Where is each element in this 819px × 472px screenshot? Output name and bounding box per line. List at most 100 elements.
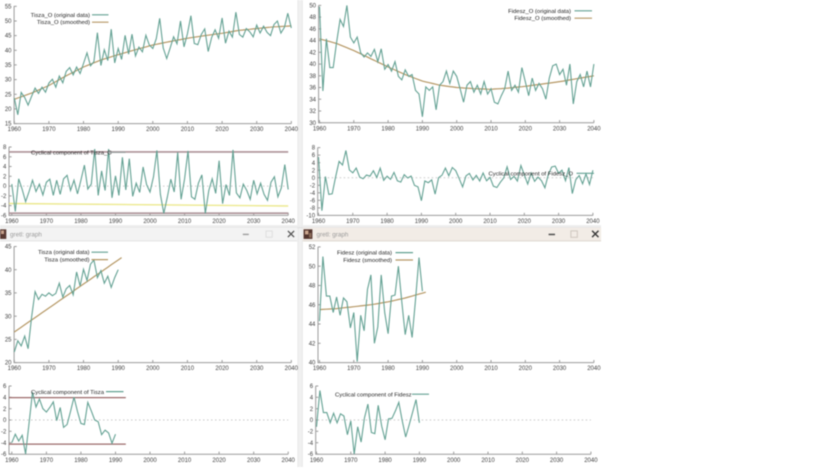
svg-text:Tisza (smoothed): Tisza (smoothed) <box>44 258 89 264</box>
svg-text:2: 2 <box>3 174 7 180</box>
svg-text:2030: 2030 <box>247 219 261 225</box>
svg-text:1990: 1990 <box>112 366 126 372</box>
svg-text:1980: 1980 <box>77 127 91 133</box>
svg-text:1960: 1960 <box>313 366 327 372</box>
svg-text:-4: -4 <box>308 441 314 447</box>
svg-text:2030: 2030 <box>250 366 264 372</box>
svg-text:-4: -4 <box>1 441 7 447</box>
svg-text:2010: 2010 <box>484 126 498 132</box>
svg-text:1960: 1960 <box>312 219 326 225</box>
svg-text:46: 46 <box>309 27 316 33</box>
svg-text:1960: 1960 <box>8 127 22 133</box>
svg-text:48: 48 <box>309 284 316 290</box>
svg-text:2000: 2000 <box>146 366 160 372</box>
svg-text:2010: 2010 <box>481 458 495 464</box>
svg-text:40: 40 <box>5 48 12 54</box>
svg-text:32: 32 <box>309 109 316 115</box>
svg-text:40: 40 <box>309 62 316 68</box>
svg-text:35: 35 <box>5 63 12 69</box>
svg-text:2020: 2020 <box>519 126 533 132</box>
svg-text:1970: 1970 <box>346 219 360 225</box>
svg-text:2000: 2000 <box>449 219 463 225</box>
svg-text:2030: 2030 <box>553 366 567 372</box>
svg-text:4: 4 <box>312 161 316 167</box>
svg-text:1980: 1980 <box>74 219 88 225</box>
svg-text:-10: -10 <box>306 214 315 220</box>
svg-text:2030: 2030 <box>552 219 566 225</box>
svg-text:44: 44 <box>309 322 316 328</box>
svg-text:1980: 1980 <box>77 366 91 372</box>
svg-text:34: 34 <box>309 97 316 103</box>
svg-text:-2: -2 <box>310 183 316 189</box>
svg-text:-8: -8 <box>310 206 316 212</box>
svg-text:0: 0 <box>310 418 314 424</box>
svg-text:2040: 2040 <box>587 366 601 372</box>
svg-text:-6: -6 <box>1 214 7 220</box>
svg-text:4: 4 <box>310 395 314 401</box>
svg-text:2040: 2040 <box>282 219 296 225</box>
svg-text:2000: 2000 <box>143 219 157 225</box>
svg-text:2020: 2020 <box>212 458 226 464</box>
svg-text:-6: -6 <box>308 452 314 458</box>
svg-text:2000: 2000 <box>143 458 157 464</box>
svg-text:0: 0 <box>3 418 7 424</box>
svg-text:1970: 1970 <box>347 126 361 132</box>
svg-text:2000: 2000 <box>450 366 464 372</box>
svg-text:2020: 2020 <box>215 366 229 372</box>
svg-text:1980: 1980 <box>381 366 395 372</box>
svg-text:2: 2 <box>310 407 314 413</box>
svg-text:2040: 2040 <box>285 366 299 372</box>
svg-text:6: 6 <box>3 155 7 161</box>
svg-text:6: 6 <box>3 384 7 390</box>
svg-text:2020: 2020 <box>212 219 226 225</box>
svg-text:2020: 2020 <box>215 127 229 133</box>
svg-text:40: 40 <box>5 268 12 274</box>
svg-text:2030: 2030 <box>553 126 567 132</box>
svg-text:1970: 1970 <box>347 366 361 372</box>
svg-text:2000: 2000 <box>450 126 464 132</box>
svg-text:2000: 2000 <box>146 127 160 133</box>
svg-text:Tisza_O (smoothed): Tisza_O (smoothed) <box>37 20 90 26</box>
svg-text:2010: 2010 <box>178 219 192 225</box>
svg-text:45: 45 <box>5 34 12 40</box>
svg-text:1980: 1980 <box>74 458 88 464</box>
svg-text:2020: 2020 <box>519 366 533 372</box>
svg-text:8: 8 <box>312 146 316 152</box>
svg-text:2020: 2020 <box>516 458 530 464</box>
svg-text:2: 2 <box>3 407 7 413</box>
svg-text:1990: 1990 <box>413 458 427 464</box>
svg-text:2020: 2020 <box>518 219 532 225</box>
svg-text:2010: 2010 <box>483 219 497 225</box>
svg-text:-4: -4 <box>310 191 316 197</box>
svg-text:-2: -2 <box>1 194 7 200</box>
svg-text:2030: 2030 <box>247 458 261 464</box>
svg-text:2: 2 <box>312 168 316 174</box>
svg-text:Cyclical component of Tisza: Cyclical component of Tisza <box>31 390 105 396</box>
svg-text:15: 15 <box>5 122 12 128</box>
svg-text:1990: 1990 <box>109 458 123 464</box>
svg-text:Fidesz (original data): Fidesz (original data) <box>337 251 392 257</box>
svg-text:1960: 1960 <box>310 458 324 464</box>
svg-text:1970: 1970 <box>42 366 56 372</box>
svg-text:2000: 2000 <box>447 458 461 464</box>
svg-text:gretl: graph: gretl: graph <box>10 231 42 238</box>
svg-text:2040: 2040 <box>587 126 601 132</box>
svg-text:2040: 2040 <box>586 219 600 225</box>
svg-text:1990: 1990 <box>415 219 429 225</box>
svg-text:-6: -6 <box>310 198 316 204</box>
svg-text:4: 4 <box>3 165 7 171</box>
svg-text:20: 20 <box>5 107 12 113</box>
svg-text:8: 8 <box>3 145 7 151</box>
svg-text:2040: 2040 <box>282 458 296 464</box>
svg-text:Fidesz_O (smoothed): Fidesz_O (smoothed) <box>514 16 571 22</box>
svg-text:2040: 2040 <box>285 127 299 133</box>
svg-text:25: 25 <box>5 92 12 98</box>
svg-text:1960: 1960 <box>8 366 22 372</box>
svg-text:50: 50 <box>309 264 316 270</box>
svg-text:42: 42 <box>309 341 316 347</box>
svg-text:25: 25 <box>5 338 12 344</box>
svg-text:42: 42 <box>309 50 316 56</box>
svg-text:52: 52 <box>309 245 316 251</box>
svg-text:30: 30 <box>5 78 12 84</box>
svg-text:4: 4 <box>3 395 7 401</box>
